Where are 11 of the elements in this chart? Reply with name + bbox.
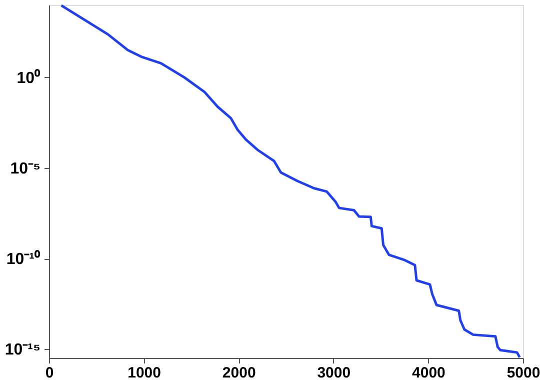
y-tick-label: 10⁻⁵ [10, 160, 40, 178]
y-tick-label: 10⁻¹⁵ [4, 342, 40, 359]
x-tick-label: 4000 [412, 364, 446, 382]
x-tick-label: 1000 [128, 364, 161, 382]
y-tick-label: 10⁰ [16, 68, 40, 87]
line-series [60, 4, 521, 359]
x-tick-label: 3000 [317, 364, 351, 382]
x-tick-label: 2000 [222, 364, 256, 382]
x-tick-label: 0 [45, 364, 54, 382]
y-tick-label: 10⁻¹⁰ [6, 250, 40, 268]
x-tick-label: 5000 [506, 364, 540, 382]
